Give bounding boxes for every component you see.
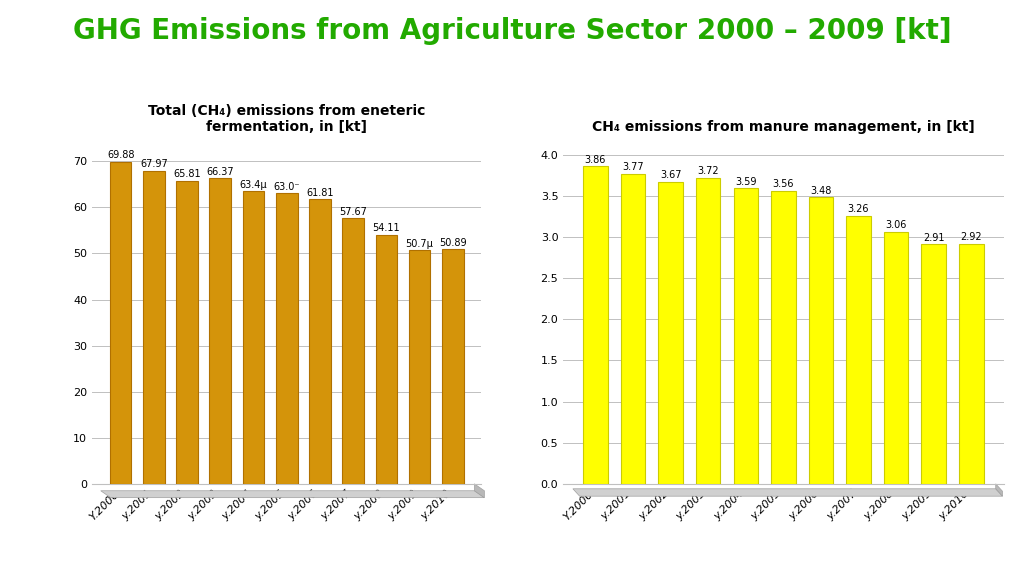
Bar (658, 182, 683, 484)
Text: 2.91: 2.91 (923, 233, 944, 242)
Text: 3.06: 3.06 (886, 221, 907, 230)
Text: 3.72: 3.72 (697, 166, 719, 176)
Bar (884, 232, 908, 484)
Polygon shape (995, 484, 1002, 496)
Text: 54.11: 54.11 (373, 223, 400, 233)
Bar (922, 244, 946, 484)
Bar (210, 178, 231, 484)
Text: 61.81: 61.81 (306, 188, 334, 198)
Text: 3.67: 3.67 (659, 170, 681, 180)
Bar (584, 166, 607, 484)
Bar (309, 199, 331, 484)
Bar (959, 244, 983, 484)
Polygon shape (100, 491, 484, 498)
Bar (442, 249, 464, 484)
Text: 3.77: 3.77 (623, 162, 644, 172)
Text: 57.67: 57.67 (339, 207, 367, 217)
Bar (771, 191, 796, 484)
Text: 50.7µ: 50.7µ (406, 238, 433, 249)
Bar (275, 193, 298, 484)
Bar (342, 218, 364, 484)
Text: 63.4µ: 63.4µ (240, 180, 267, 190)
Bar (376, 234, 397, 484)
Title: CH₄ emissions from manure management, in [kt]: CH₄ emissions from manure management, in… (592, 120, 975, 134)
Bar (846, 215, 870, 484)
Text: 3.56: 3.56 (773, 179, 794, 190)
Bar (621, 173, 645, 484)
Title: Total (CH₄) emissions from eneteric
fermentation, in [kt]: Total (CH₄) emissions from eneteric ferm… (148, 104, 425, 134)
Text: 50.89: 50.89 (439, 238, 467, 248)
Bar (143, 170, 165, 484)
Text: 3.59: 3.59 (735, 177, 757, 187)
Text: 66.37: 66.37 (207, 166, 234, 177)
Bar (409, 250, 430, 484)
Text: 3.86: 3.86 (585, 154, 606, 165)
Text: 65.81: 65.81 (173, 169, 201, 179)
Text: 2.92: 2.92 (961, 232, 982, 242)
Text: 3.48: 3.48 (810, 186, 831, 196)
Text: 3.26: 3.26 (848, 204, 869, 214)
Text: GHG Emissions from Agriculture Sector 2000 – 2009 [kt]: GHG Emissions from Agriculture Sector 20… (73, 17, 951, 46)
Text: 63.0⁻: 63.0⁻ (273, 182, 300, 192)
Bar (243, 191, 264, 484)
Polygon shape (572, 489, 1002, 496)
Text: 67.97: 67.97 (140, 159, 168, 169)
Bar (110, 162, 131, 484)
Polygon shape (474, 484, 484, 498)
Bar (809, 198, 834, 484)
Bar (696, 178, 721, 484)
Bar (733, 188, 758, 484)
Bar (176, 181, 198, 484)
Text: 69.88: 69.88 (106, 150, 134, 161)
